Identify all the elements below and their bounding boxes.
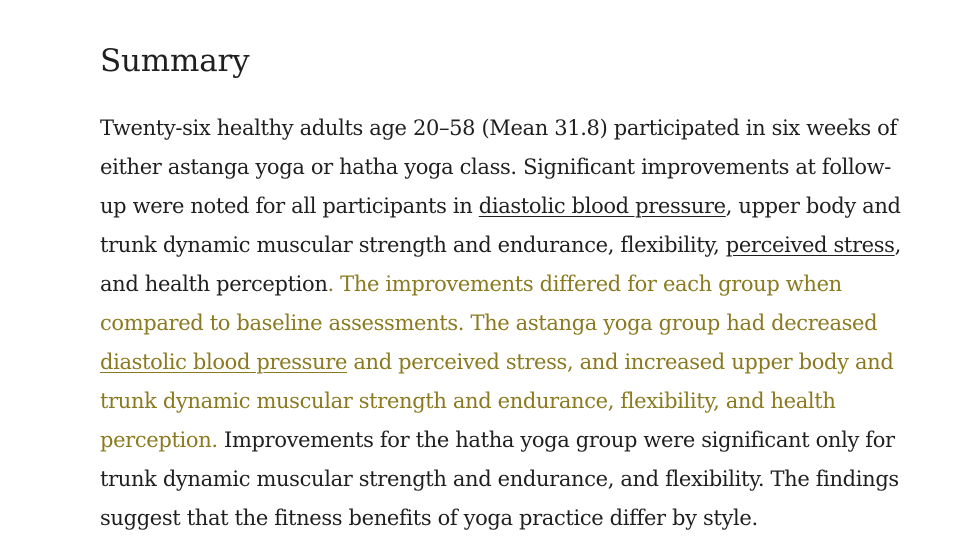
text-segment: either astanga yoga or hatha yoga class.… [100,155,892,179]
text-segment: trunk dynamic muscular strength and endu… [100,233,726,257]
text-line: up were noted for all participants in di… [100,187,970,226]
text-line: perception. Improvements for the hatha y… [100,421,970,460]
text-segment: Twenty-six healthy adults age 20–58 (Mea… [100,116,897,140]
text-segment: up were noted for all participants in [100,194,479,218]
text-line: and health perception. The improvements … [100,265,970,304]
perceived-stress-link[interactable]: perceived stress [725,233,895,257]
text-line: compared to baseline assessments. The as… [100,304,970,343]
text-line: diastolic blood pressure and perceived s… [100,343,970,382]
text-line: Twenty-six healthy adults age 20–58 (Mea… [100,109,970,148]
text-line: trunk dynamic muscular strength and endu… [100,382,970,421]
text-segment: trunk dynamic muscular strength and endu… [100,467,899,491]
text-line: trunk dynamic muscular strength and endu… [100,460,970,499]
text-segment: and health perception [100,272,328,296]
text-line: trunk dynamic muscular strength and endu… [100,226,970,265]
diastolic-blood-pressure-link[interactable]: diastolic blood pressure [478,194,726,218]
highlighted-text: perception. [100,428,218,452]
text-line: suggest that the fitness benefits of yog… [100,499,970,538]
highlighted-text: and perceived stress, and increased uppe… [347,350,894,374]
section-heading: Summary [100,43,250,79]
summary-paragraph: Twenty-six healthy adults age 20–58 (Mea… [100,109,970,538]
highlighted-text: . The improvements differed for each gro… [327,272,843,296]
diastolic-blood-pressure-link[interactable]: diastolic blood pressure [100,350,348,374]
text-line: either astanga yoga or hatha yoga class.… [100,148,970,187]
highlighted-text: compared to baseline assessments. The as… [100,311,878,335]
text-segment: suggest that the fitness benefits of yog… [100,506,758,530]
text-segment: , [894,233,902,257]
text-segment: Improvements for the hatha yoga group we… [217,428,895,452]
highlighted-text: trunk dynamic muscular strength and endu… [100,389,836,413]
text-segment: , upper body and [725,194,901,218]
